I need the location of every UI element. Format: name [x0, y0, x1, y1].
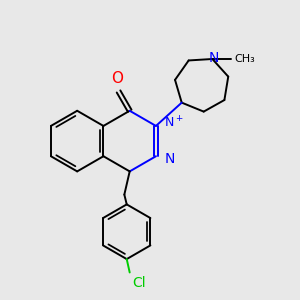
Text: N: N: [164, 152, 175, 166]
Text: $\mathregular{N}^+$: $\mathregular{N}^+$: [164, 115, 184, 130]
Text: N: N: [208, 50, 219, 64]
Text: O: O: [111, 70, 123, 86]
Text: CH₃: CH₃: [234, 54, 255, 64]
Text: Cl: Cl: [132, 276, 146, 290]
